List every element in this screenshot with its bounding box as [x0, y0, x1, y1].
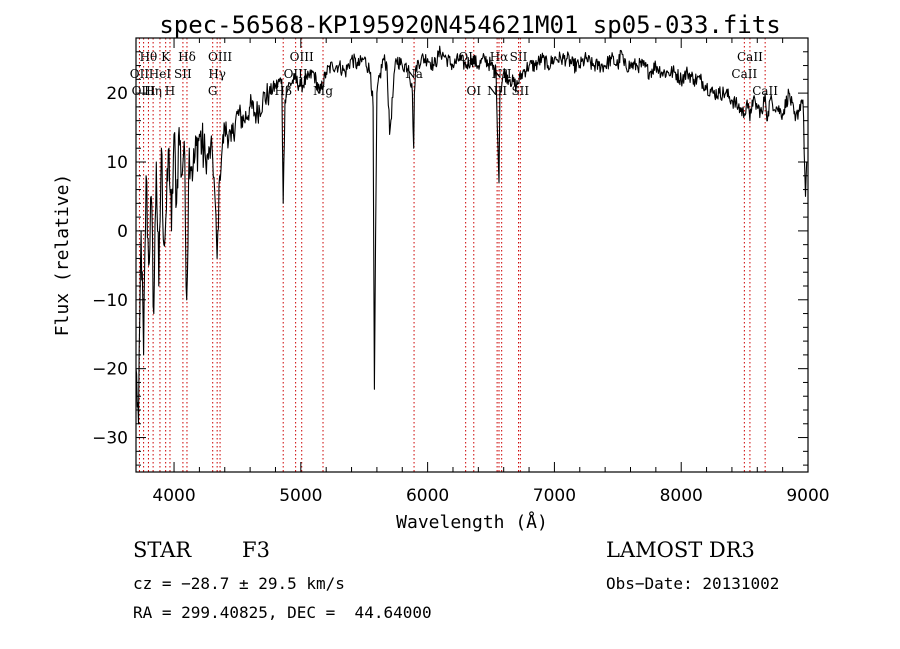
line-marker-label: OI: [458, 50, 473, 64]
x-tick-label: 8000: [660, 486, 703, 506]
line-marker-label: OIII: [290, 50, 314, 64]
line-marker-label: SII: [174, 67, 192, 81]
line-marker-label: OIII: [132, 84, 156, 98]
line-marker-label: Hα: [490, 50, 509, 64]
redshift-info: cz = −28.7 ± 29.5 km/s: [133, 574, 345, 593]
line-marker-label: Hθ: [140, 50, 158, 64]
chart-title: spec-56568-KP195920N454621M01_sp05-033.f…: [159, 11, 780, 39]
x-tick-label: 7000: [533, 486, 576, 506]
coordinates: RA = 299.40825, DEC = 44.64000: [133, 603, 432, 622]
line-marker-label: SII: [510, 50, 528, 64]
line-marker-label: OI: [466, 84, 481, 98]
observation-date: Obs−Date: 20131002: [606, 574, 780, 593]
x-tick-label: 6000: [406, 486, 449, 506]
line-marker-label: CaII: [731, 67, 757, 81]
x-tick-label: 4000: [152, 486, 195, 506]
y-tick-label: −30: [92, 429, 128, 449]
survey-name: LAMOST DR3: [606, 538, 755, 562]
y-tick-label: 20: [106, 84, 128, 104]
spectrum-line: [135, 45, 808, 425]
x-axis-label: Wavelength (Å): [396, 511, 548, 533]
object-class: STAR: [133, 538, 192, 562]
plot-frame: [135, 37, 809, 473]
line-marker-label: CaII: [752, 84, 778, 98]
line-marker-label: OIII: [208, 50, 232, 64]
x-tick-label: 9000: [786, 486, 829, 506]
x-tick-label: 5000: [279, 486, 322, 506]
line-marker-label: K: [161, 50, 171, 64]
y-tick-label: −20: [92, 360, 128, 380]
y-tick-label: 10: [106, 153, 128, 173]
line-marker-label: OIII: [284, 67, 308, 81]
y-tick-label: −10: [92, 291, 128, 311]
line-marker-label: OII: [130, 67, 150, 81]
line-marker-label: SII: [511, 84, 529, 98]
line-marker-label: H: [165, 84, 175, 98]
line-marker-label: HeI: [149, 67, 172, 81]
line-marker-label: Hη: [144, 84, 162, 98]
line-marker-label: CaII: [737, 50, 763, 64]
line-marker-label: Hγ: [208, 67, 226, 81]
line-marker-label: NII: [487, 84, 507, 98]
y-axis-label: Flux (relative): [52, 174, 73, 337]
line-marker-label: G: [208, 84, 218, 98]
line-marker-label: Hδ: [178, 50, 196, 64]
y-tick-label: 0: [117, 222, 128, 242]
object-subclass: F3: [242, 538, 270, 562]
